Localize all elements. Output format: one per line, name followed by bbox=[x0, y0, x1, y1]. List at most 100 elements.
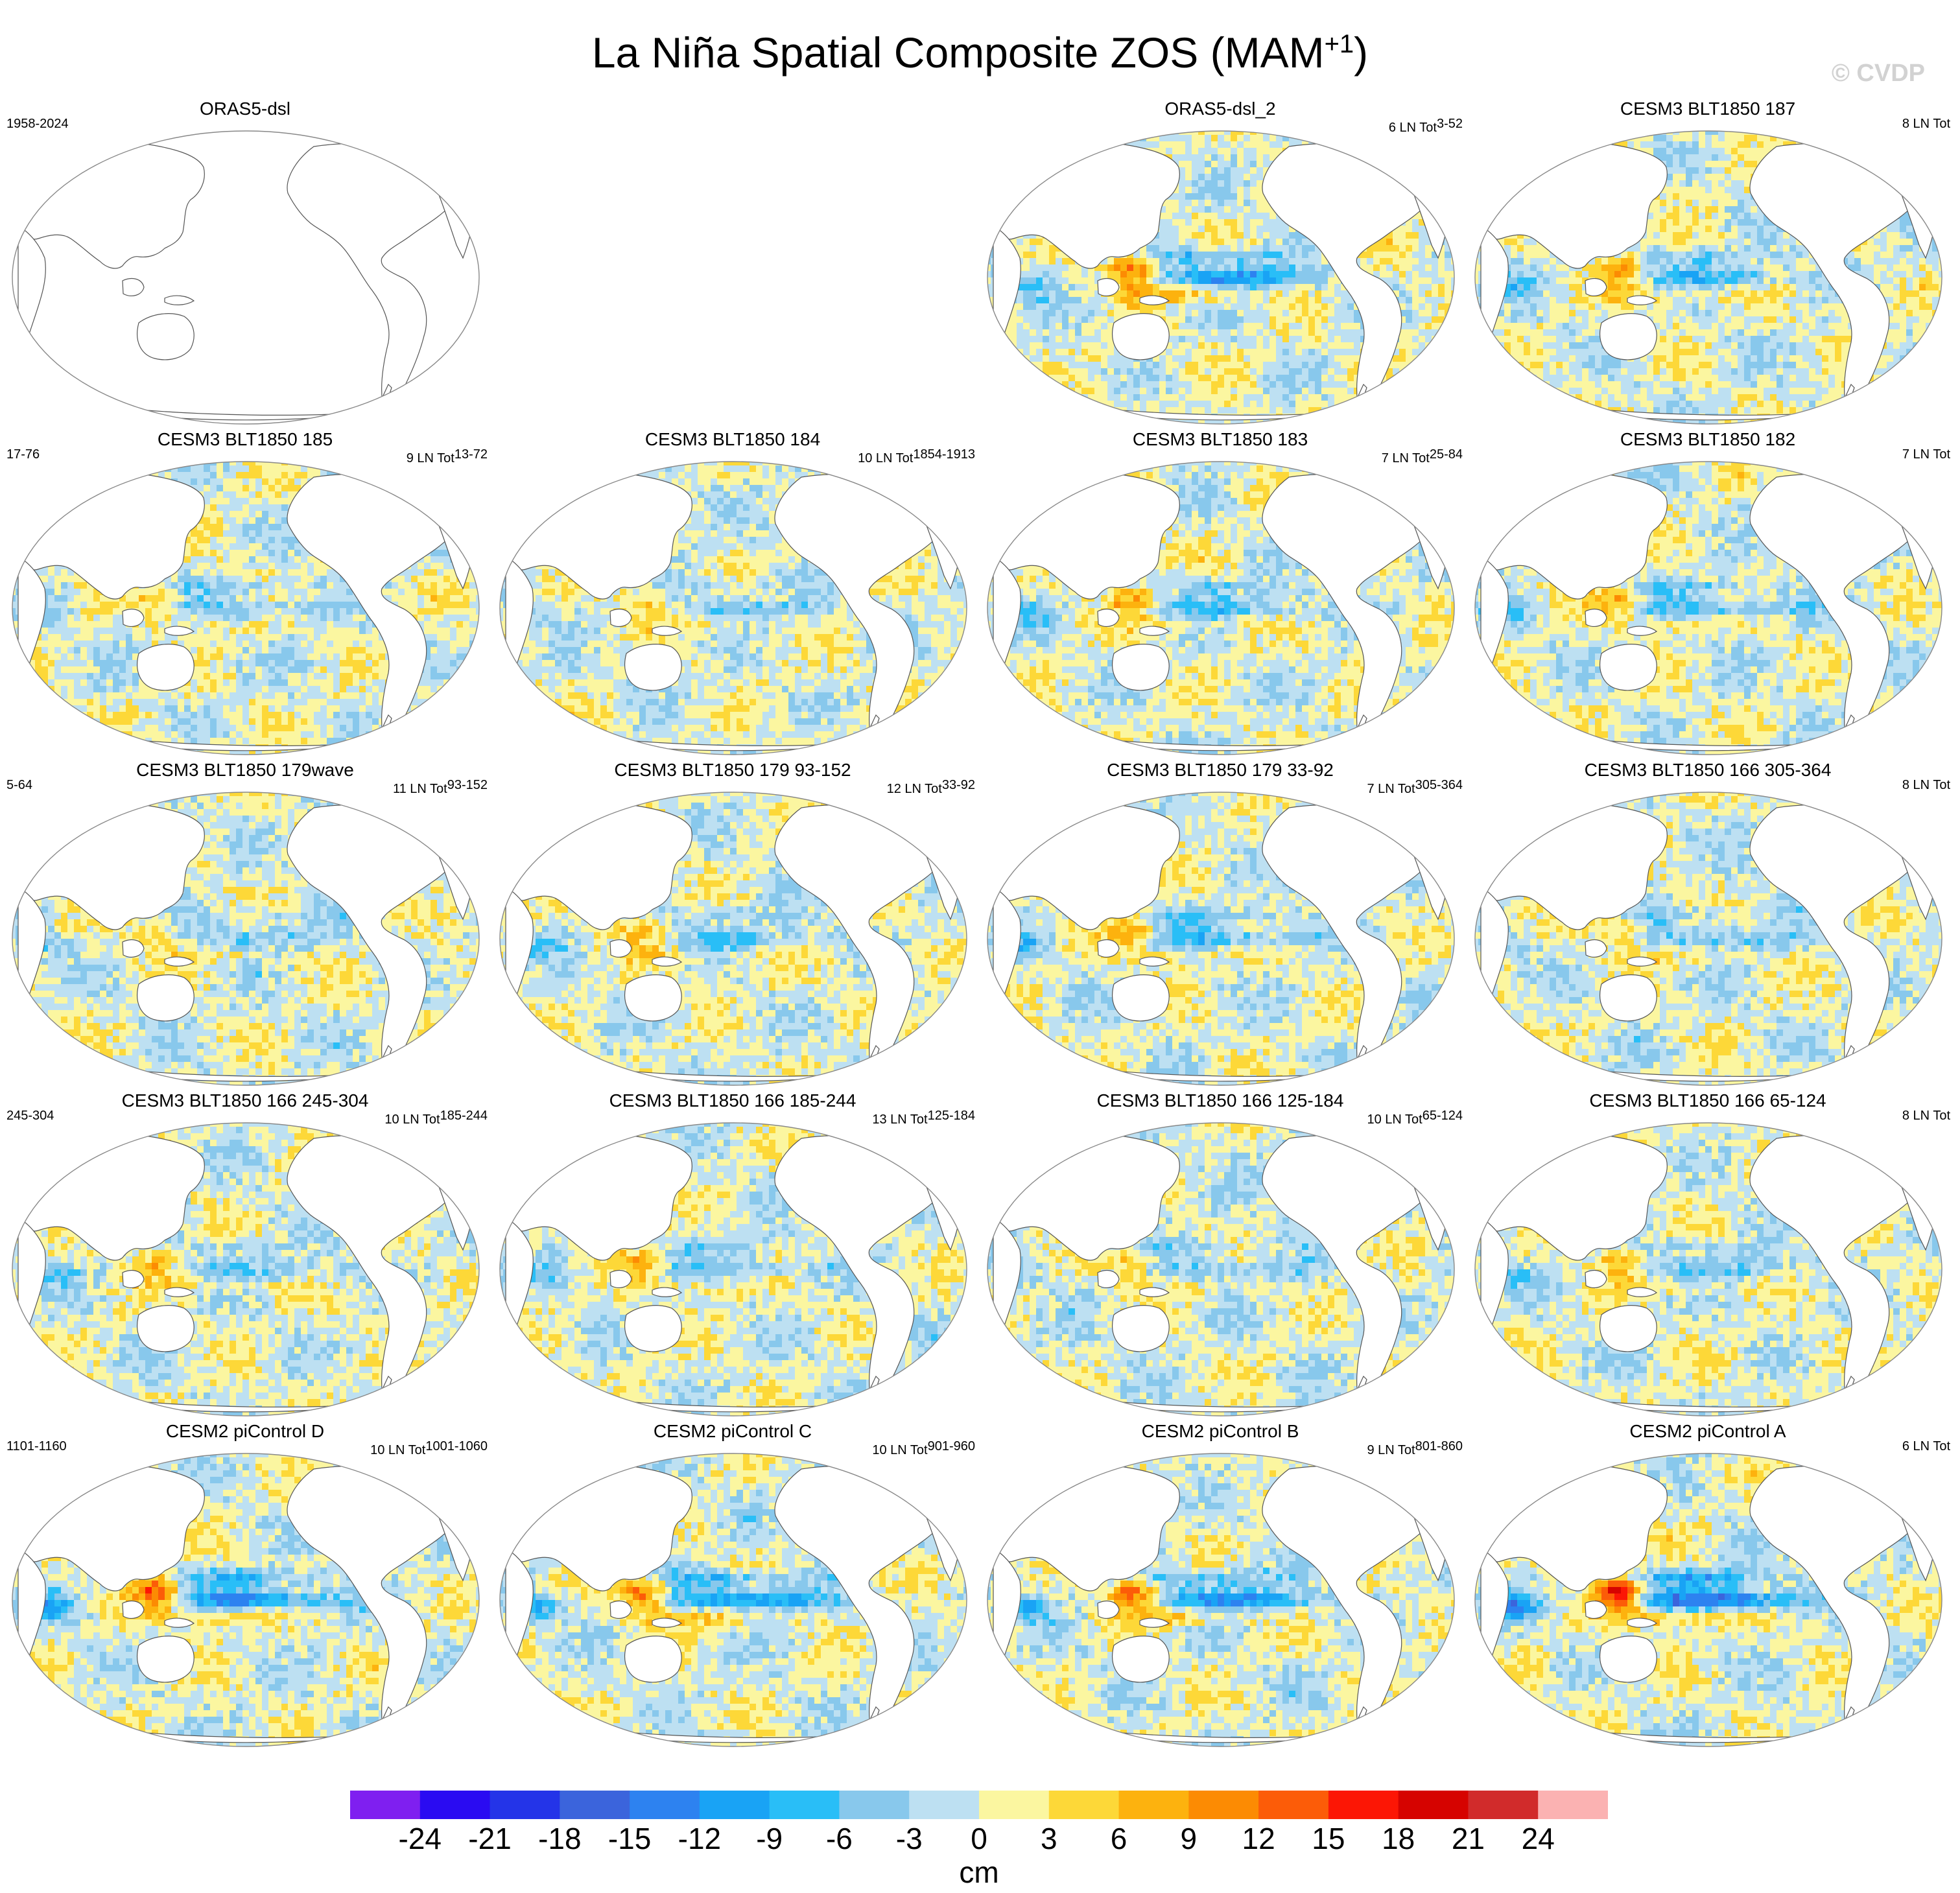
map-field bbox=[497, 790, 970, 1088]
colorbar-swatch bbox=[1119, 1791, 1189, 1819]
map-field bbox=[1472, 1451, 1945, 1749]
colorbar bbox=[350, 1791, 1608, 1819]
colorbar-swatch bbox=[1399, 1791, 1469, 1819]
map-field bbox=[1472, 790, 1945, 1088]
colorbar-swatch bbox=[420, 1791, 490, 1819]
colorbar-tick-label: 18 bbox=[1366, 1820, 1431, 1857]
map-field bbox=[9, 459, 482, 757]
map-panel: CESM3 BLT1850 166 125-184 10 LN Tot65-124 bbox=[980, 1089, 1460, 1452]
map-field bbox=[984, 459, 1458, 757]
landmass-australia bbox=[1113, 644, 1170, 690]
map-field bbox=[1472, 128, 1945, 427]
landmass-australia bbox=[625, 1306, 682, 1352]
map-panel: CESM3 BLT1850 182 7 LN Tot bbox=[1468, 428, 1948, 791]
colorbar-swatch bbox=[1188, 1791, 1258, 1819]
colorbar-tick-label: 12 bbox=[1226, 1820, 1291, 1857]
colorbar-tick-label: 24 bbox=[1505, 1820, 1570, 1857]
landmass-australia bbox=[1600, 1306, 1657, 1352]
colorbar-tick-label: -3 bbox=[877, 1820, 941, 1857]
colorbar-swatch bbox=[770, 1791, 840, 1819]
colorbar-tick-label: 15 bbox=[1296, 1820, 1361, 1857]
map-panel: ORAS5-dsl 1958-2024 bbox=[5, 97, 485, 460]
colorbar-swatch bbox=[560, 1791, 630, 1819]
colorbar-swatch bbox=[700, 1791, 770, 1819]
landmass-australia bbox=[1600, 314, 1657, 360]
panel-title: CESM2 piControl A bbox=[1468, 1420, 1948, 1443]
panel-title: CESM3 BLT1850 182 bbox=[1468, 428, 1948, 451]
colorbar-swatch bbox=[979, 1791, 1049, 1819]
colorbar-tick-label: 3 bbox=[1017, 1820, 1081, 1857]
landmass-australia bbox=[1113, 1636, 1170, 1682]
landmass-australia bbox=[137, 644, 195, 690]
map-field bbox=[9, 1120, 482, 1418]
colorbar-swatch bbox=[490, 1791, 560, 1819]
colorbar-unit-label: cm bbox=[940, 1854, 1018, 1890]
colorbar-tick-label: 9 bbox=[1156, 1820, 1221, 1857]
colorbar-tick-label: -21 bbox=[458, 1820, 523, 1857]
landmass-australia bbox=[1600, 975, 1657, 1021]
map-panel: CESM3 BLT1850 179wave 5-64 11 LN Tot93-152 bbox=[5, 758, 485, 1122]
panel-title: CESM3 BLT1850 166 305-364 bbox=[1468, 758, 1948, 782]
map-panel: CESM3 BLT1850 166 185-244 13 LN Tot125-18… bbox=[493, 1089, 973, 1452]
map-panel: CESM3 BLT1850 166 65-124 8 LN Tot bbox=[1468, 1089, 1948, 1452]
colorbar-swatch bbox=[630, 1791, 700, 1819]
colorbar-tick-label: 6 bbox=[1087, 1820, 1151, 1857]
map-field bbox=[984, 128, 1458, 427]
landmass-australia bbox=[1113, 1306, 1170, 1352]
map-panel: CESM3 BLT1850 166 305-364 8 LN Tot bbox=[1468, 758, 1948, 1122]
colorbar-tick-label: -12 bbox=[667, 1820, 732, 1857]
map-field bbox=[497, 1451, 970, 1749]
map-panel: CESM3 BLT1850 179 33-92 7 LN Tot305-364 bbox=[980, 758, 1460, 1122]
panel-title: CESM3 BLT1850 187 bbox=[1468, 97, 1948, 121]
figure-title: La Niña Spatial Composite ZOS (MAM+1) bbox=[0, 18, 1960, 78]
colorbar-swatch bbox=[839, 1791, 909, 1819]
watermark: © CVDP bbox=[1832, 60, 1925, 88]
map-panel: CESM3 BLT1850 179 93-152 12 LN Tot33-92 bbox=[493, 758, 973, 1122]
colorbar-tick-label: -24 bbox=[388, 1820, 453, 1857]
landmass-australia bbox=[137, 975, 195, 1021]
colorbar-swatch bbox=[1328, 1791, 1399, 1819]
map-field bbox=[9, 1451, 482, 1749]
map-panel: CESM3 BLT1850 187 8 LN Tot bbox=[1468, 97, 1948, 460]
landmass-australia bbox=[625, 975, 682, 1021]
landmass-australia bbox=[137, 314, 195, 360]
landmass-australia bbox=[1600, 1636, 1657, 1682]
landmass-australia bbox=[137, 1306, 195, 1352]
colorbar-swatch bbox=[1538, 1791, 1608, 1819]
colorbar-swatch bbox=[1258, 1791, 1328, 1819]
map-field bbox=[9, 128, 482, 427]
colorbar-tick-label: -6 bbox=[807, 1820, 871, 1857]
map-field bbox=[1472, 1120, 1945, 1418]
colorbar-tick-label: 21 bbox=[1435, 1820, 1500, 1857]
map-field bbox=[984, 790, 1458, 1088]
landmass-australia bbox=[625, 1636, 682, 1682]
map-field bbox=[1472, 459, 1945, 757]
colorbar-swatch bbox=[1468, 1791, 1538, 1819]
map-panel: ORAS5-dsl_2 6 LN Tot3-52 bbox=[980, 97, 1460, 460]
colorbar-tick-label: -18 bbox=[527, 1820, 592, 1857]
map-panel: CESM2 piControl D 1101-1160 10 LN Tot1001-… bbox=[5, 1420, 485, 1783]
landmass-australia bbox=[1113, 314, 1170, 360]
map-panel: CESM2 piControl C 10 LN Tot901-960 bbox=[493, 1420, 973, 1783]
map-field bbox=[984, 1451, 1458, 1749]
map-panel: CESM3 BLT1850 166 245-304 245-304 10 LN To… bbox=[5, 1089, 485, 1452]
map-field bbox=[984, 1120, 1458, 1418]
colorbar-tick-label: 0 bbox=[947, 1820, 1011, 1857]
panel-title: ORAS5-dsl bbox=[5, 97, 485, 121]
landmass-australia bbox=[1600, 644, 1657, 690]
colorbar-swatch bbox=[350, 1791, 420, 1819]
colorbar-swatch bbox=[909, 1791, 979, 1819]
map-field bbox=[497, 1120, 970, 1418]
colorbar-tick-label: -9 bbox=[737, 1820, 802, 1857]
landmass-australia bbox=[1113, 975, 1170, 1021]
map-panel: CESM3 BLT1850 184 10 LN Tot1854-1913 bbox=[493, 428, 973, 791]
map-field bbox=[9, 790, 482, 1088]
map-field bbox=[497, 459, 970, 757]
colorbar-swatch bbox=[1049, 1791, 1119, 1819]
map-panel: CESM3 BLT1850 185 17-76 9 LN Tot13-72 bbox=[5, 428, 485, 791]
colorbar-tick-label: -15 bbox=[597, 1820, 662, 1857]
panel-title: CESM3 BLT1850 166 65-124 bbox=[1468, 1089, 1948, 1112]
landmass-australia bbox=[137, 1636, 195, 1682]
